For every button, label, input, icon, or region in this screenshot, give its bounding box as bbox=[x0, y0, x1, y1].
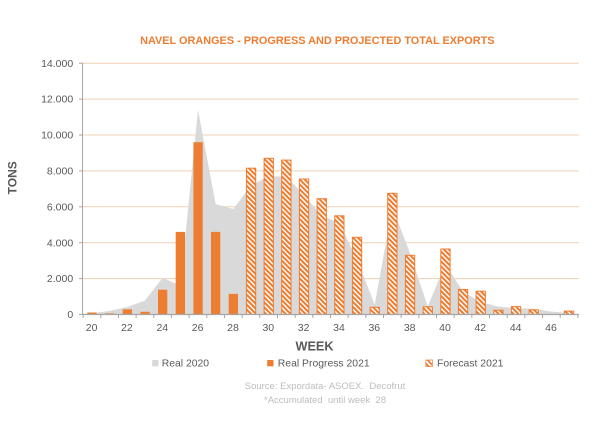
svg-text:22: 22 bbox=[121, 322, 133, 334]
svg-text:2.000: 2.000 bbox=[47, 273, 73, 285]
svg-text:14.000: 14.000 bbox=[41, 58, 73, 70]
svg-text:10.000: 10.000 bbox=[41, 130, 73, 142]
svg-text:24: 24 bbox=[156, 322, 168, 334]
svg-text:38: 38 bbox=[404, 322, 416, 334]
svg-text:Forecast 2021: Forecast 2021 bbox=[437, 359, 504, 370]
svg-text:Source: Expordata- ASOEX. Dec: Source: Expordata- ASOEX. Decofrut bbox=[245, 381, 406, 392]
svg-text:6.000: 6.000 bbox=[47, 201, 73, 213]
svg-text:30: 30 bbox=[262, 322, 274, 334]
svg-text:Real Progress 2021: Real Progress 2021 bbox=[278, 359, 370, 370]
svg-text:32: 32 bbox=[298, 322, 310, 334]
svg-text:TONS: TONS bbox=[5, 161, 19, 194]
svg-text:20: 20 bbox=[86, 322, 98, 334]
svg-text:42: 42 bbox=[474, 322, 486, 334]
svg-text:26: 26 bbox=[192, 322, 204, 334]
svg-text:28: 28 bbox=[227, 322, 239, 334]
svg-text:0: 0 bbox=[67, 309, 73, 321]
svg-text:NAVEL ORANGES - PROGRESS AND P: NAVEL ORANGES - PROGRESS AND PROJECTED T… bbox=[140, 35, 494, 47]
svg-text:4.000: 4.000 bbox=[47, 237, 73, 249]
svg-text:Real 2020: Real 2020 bbox=[162, 359, 210, 370]
svg-text:34: 34 bbox=[333, 322, 345, 334]
svg-text:8.000: 8.000 bbox=[47, 166, 73, 178]
svg-text:46: 46 bbox=[545, 322, 557, 334]
svg-text:WEEK: WEEK bbox=[295, 340, 334, 354]
svg-text:12.000: 12.000 bbox=[41, 94, 73, 106]
svg-text:40: 40 bbox=[439, 322, 451, 334]
svg-text:*Accumulated until week 28: *Accumulated until week 28 bbox=[264, 395, 386, 406]
svg-text:44: 44 bbox=[510, 322, 522, 334]
svg-text:36: 36 bbox=[368, 322, 380, 334]
